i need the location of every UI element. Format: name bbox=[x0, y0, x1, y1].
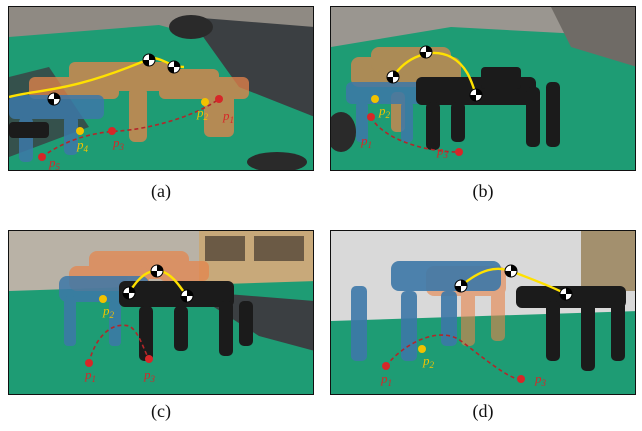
contact-point bbox=[517, 375, 525, 383]
contact-point bbox=[145, 355, 153, 363]
panel-b-scene: p1 p2 p3 bbox=[331, 7, 635, 170]
panel-a: p1 p2 p3 p4 p5 bbox=[8, 6, 314, 171]
com-marker bbox=[47, 53, 181, 106]
contact-point bbox=[455, 148, 463, 156]
contact-point bbox=[201, 98, 209, 106]
contact-point bbox=[367, 113, 375, 121]
point-label: p1 bbox=[222, 108, 234, 125]
panel-c: p1 p2 p3 bbox=[8, 230, 314, 395]
panel-a-scene: p1 p2 p3 p4 p5 bbox=[9, 7, 313, 171]
point-label: p5 bbox=[48, 155, 61, 171]
point-label: p1 bbox=[380, 371, 392, 388]
contact-point bbox=[371, 95, 379, 103]
contact-point bbox=[418, 345, 426, 353]
point-label: p2 bbox=[102, 303, 115, 320]
caption-c: (c) bbox=[151, 401, 171, 421]
contact-point bbox=[38, 153, 46, 161]
point-label: p3 bbox=[112, 135, 125, 152]
com-marker bbox=[122, 264, 194, 303]
point-label: p1 bbox=[84, 367, 96, 384]
panel-c-scene: p1 p2 p3 bbox=[9, 231, 313, 394]
contact-point bbox=[382, 362, 390, 370]
panel-d-scene: p1 p2 p3 bbox=[331, 231, 635, 394]
com-marker bbox=[454, 264, 573, 301]
point-label: p2 bbox=[378, 103, 391, 120]
panel-d: p1 p2 p3 bbox=[330, 230, 636, 395]
panel-b: p1 p2 p3 bbox=[330, 6, 636, 171]
point-label: p2 bbox=[196, 105, 209, 122]
point-label: p2 bbox=[422, 353, 435, 370]
caption-a: (a) bbox=[151, 181, 171, 201]
contact-point bbox=[215, 95, 223, 103]
point-label: p3 bbox=[534, 371, 547, 388]
contact-point bbox=[85, 359, 93, 367]
caption-b: (b) bbox=[472, 181, 494, 201]
caption-d: (d) bbox=[472, 401, 494, 421]
point-label: p1 bbox=[360, 133, 372, 150]
point-label: p3 bbox=[436, 143, 449, 160]
contact-point bbox=[76, 127, 84, 135]
contact-point bbox=[99, 295, 107, 303]
point-label: p4 bbox=[76, 137, 89, 154]
contact-point bbox=[108, 127, 116, 135]
com-marker bbox=[386, 45, 483, 102]
point-label: p3 bbox=[143, 367, 156, 384]
